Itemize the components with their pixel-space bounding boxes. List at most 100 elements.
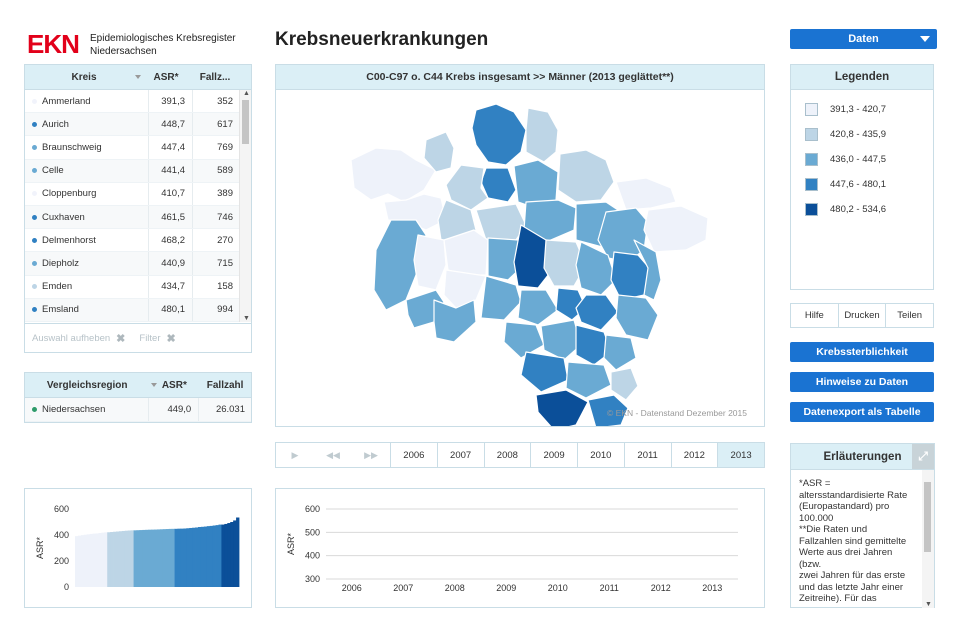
map-region [517,289,559,326]
table-row[interactable]: Emsland 480,1 994 [25,298,239,322]
scroll-down-icon[interactable]: ▼ [925,601,932,608]
legend-swatch [805,203,818,216]
table-row[interactable]: Niedersachsen 449,0 26.031 [25,398,251,422]
table-row[interactable]: Ammerland 391,3 352 [25,90,239,114]
y-tick-label: 300 [305,574,320,584]
year-2006[interactable]: 2006 [390,443,437,467]
data-dropdown[interactable]: Daten [790,29,937,49]
scrollbar-thumb[interactable] [924,482,931,552]
legend-swatch [805,103,818,116]
explanations-text: *ASR = altersstandardisierte Rate (Europas… [799,478,921,606]
legend-label: 447,6 - 480,1 [830,179,886,190]
column-header-asr[interactable]: ASR* [149,380,199,391]
filter-button[interactable]: Filter [139,333,161,344]
bar [174,528,178,587]
rewind-icon[interactable]: ◀◀ [326,449,340,460]
legend-item[interactable]: 480,2 - 534,6 [805,203,886,216]
kreis-table-body: Ammerland 391,3 352 Aurich 448,7 617 Braunschw… [25,90,239,322]
table-row[interactable]: Braunschweig 447,4 769 [25,136,239,160]
kreis-fallzahl: 769 [217,141,233,153]
column-header-fallzahl[interactable]: Fallzahl [206,379,244,391]
help-button[interactable]: Hilfe [791,304,839,327]
legend-label: 420,8 - 435,9 [830,129,886,140]
close-icon[interactable]: ✖ [166,333,176,345]
kreis-asr: 410,7 [149,182,193,205]
kreis-table-scrollbar[interactable]: ▲ ▼ [239,90,251,322]
play-icon[interactable]: ▶ [291,449,299,460]
choropleth-map[interactable] [276,90,764,426]
kreis-fallzahl: 158 [217,281,233,293]
trend-line-chart[interactable]: 600 500 400 300 ASR* 2006 2007 2008 2009 2010 2011… [276,489,764,607]
fast-forward-icon[interactable]: ▶▶ [364,449,378,460]
region-asr: 449,0 [149,398,200,421]
legend-item[interactable]: 420,8 - 435,9 [805,128,886,141]
distribution-bar-chart[interactable]: 600 400 200 0 ASR* [25,489,251,607]
x-tick-label: 2007 [393,583,413,593]
close-icon[interactable]: ✖ [116,333,126,345]
column-header-fallzahl[interactable]: Fallz... [199,71,231,83]
x-tick-label: 2011 [600,583,619,593]
table-row[interactable]: Aurich 448,7 617 [25,113,239,137]
bar [189,527,193,587]
mortality-button[interactable]: Krebssterblichkeit [790,342,934,362]
column-header-region[interactable]: Vergleichsregion [46,379,128,391]
bar [171,528,175,587]
legend-item[interactable]: 447,6 - 480,1 [805,178,886,191]
year-2009[interactable]: 2009 [530,443,577,467]
column-header-kreis[interactable]: Kreis [25,72,143,83]
map-region [433,299,477,343]
bar [206,526,211,587]
bar [145,529,149,587]
map-region [535,389,589,426]
legend-item[interactable]: 436,0 - 447,5 [805,153,886,166]
table-row[interactable]: Diepholz 440,9 715 [25,252,239,276]
kreis-asr: 448,7 [149,113,193,136]
y-tick-label: 400 [54,530,69,540]
map-region [475,203,527,241]
comparison-region-table: Vergleichsregion ASR* Fallzahl Niedersac… [24,372,252,423]
explanations-scrollbar[interactable]: ▼ [922,470,934,608]
explanation-line: (bzw. [799,558,822,570]
table-row[interactable]: Emden 434,7 158 [25,275,239,299]
scroll-up-icon[interactable]: ▲ [243,90,250,97]
bar [77,535,82,587]
map-region [643,205,709,253]
data-notes-button[interactable]: Hinweise zu Daten [790,372,934,392]
explanation-line: und das letzte Jahr einer [799,581,904,593]
region-color-dot [32,168,37,174]
kreis-name: Cuxhaven [42,211,85,223]
scroll-down-icon[interactable]: ▼ [243,315,250,322]
year-2012[interactable]: 2012 [670,443,718,467]
column-header-asr[interactable]: ASR* [153,71,179,83]
table-row[interactable]: Celle 441,4 589 [25,159,239,183]
map-region [503,321,545,359]
x-tick-label: 2006 [342,583,362,593]
year-2007[interactable]: 2007 [436,443,484,467]
table-row[interactable]: Cloppenburg 410,7 389 [25,182,239,206]
year-2008[interactable]: 2008 [483,443,531,467]
share-button[interactable]: Teilen [897,310,923,321]
print-button[interactable]: Drucken [839,304,887,327]
expand-icon[interactable]: ⤢ [912,444,934,469]
table-row[interactable]: Delmenhorst 468,2 270 [25,229,239,253]
y-tick-label: 600 [305,504,320,514]
year-2010[interactable]: 2010 [577,443,624,467]
sort-arrow-icon [135,74,141,79]
bar [116,531,120,587]
region-color-dot [32,191,37,197]
bar [195,527,199,587]
bar [192,527,196,587]
year-2013[interactable]: 2013 [717,443,764,467]
export-table-button[interactable]: Datenexport als Tabelle [790,402,934,422]
bar [107,532,111,587]
map-region [443,269,487,309]
legend-item[interactable]: 391,3 - 420,7 [805,103,886,116]
kreis-asr: 434,7 [149,275,193,298]
explanation-line: **Die Raten und [799,524,868,535]
year-2011[interactable]: 2011 [623,443,671,467]
clear-selection-button[interactable]: Auswahl aufheben [32,333,111,344]
table-row[interactable]: Cuxhaven 461,5 746 [25,205,239,230]
bar [113,531,117,587]
legend-swatch [805,128,818,141]
scrollbar-thumb[interactable] [242,100,249,144]
